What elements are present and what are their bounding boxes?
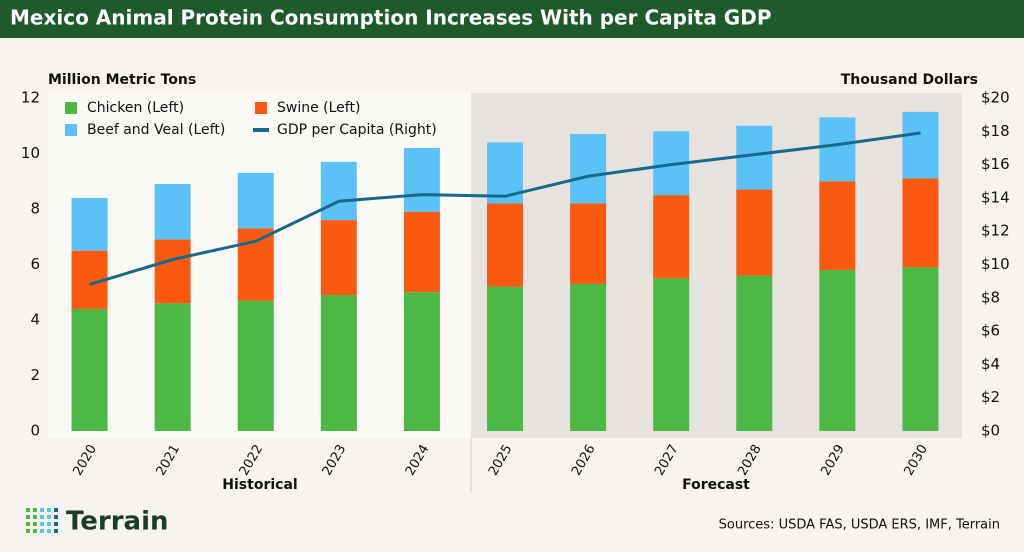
legend-swatch bbox=[65, 124, 77, 136]
bar-segment bbox=[320, 161, 357, 221]
y-tick-label: 2 bbox=[30, 366, 40, 384]
legend-label: Swine (Left) bbox=[277, 100, 360, 116]
sources: Sources: USDA FAS, USDA ERS, IMF, Terrai… bbox=[719, 518, 1000, 533]
chart-title: Mexico Animal Protein Consumption Increa… bbox=[10, 6, 771, 30]
y2-tick-label: $2 bbox=[981, 388, 1000, 406]
bar-segment bbox=[819, 270, 856, 431]
bar-segment bbox=[653, 278, 690, 431]
bar-segment bbox=[154, 239, 191, 304]
legend-label: GDP per Capita (Right) bbox=[277, 122, 437, 138]
bar-segment bbox=[819, 181, 856, 271]
bar-segment bbox=[237, 172, 274, 229]
bar-segment bbox=[71, 197, 108, 251]
bar-segment bbox=[570, 283, 607, 431]
bar-segment bbox=[71, 308, 108, 431]
brand: Terrain bbox=[66, 507, 169, 537]
y2-tick-label: $8 bbox=[981, 288, 1000, 306]
bar-segment bbox=[902, 111, 939, 179]
y-tick-label: 12 bbox=[21, 89, 40, 107]
y2-axis-title: Thousand Dollars bbox=[841, 72, 978, 88]
y2-tick-label: $12 bbox=[981, 222, 1010, 240]
period-label: Historical bbox=[222, 477, 297, 493]
bar-segment bbox=[570, 203, 607, 284]
y2-tick-label: $20 bbox=[981, 89, 1010, 107]
y2-tick-label: $0 bbox=[981, 422, 1000, 440]
y-tick-label: 8 bbox=[30, 200, 40, 218]
forecast-area bbox=[471, 93, 962, 438]
bar-segment bbox=[403, 292, 440, 431]
y-tick-label: 6 bbox=[30, 255, 40, 273]
y-axis-title: Million Metric Tons bbox=[48, 72, 196, 88]
bar-segment bbox=[403, 147, 440, 212]
bar-segment bbox=[487, 203, 523, 287]
y-tick-label: 0 bbox=[30, 422, 40, 440]
y2-tick-label: $14 bbox=[981, 188, 1010, 206]
bar-segment bbox=[403, 211, 440, 293]
bar-segment bbox=[902, 178, 939, 268]
y2-tick-label: $6 bbox=[981, 322, 1000, 340]
bar-segment bbox=[154, 303, 191, 431]
gdp-line bbox=[89, 131, 921, 286]
period-label: Forecast bbox=[682, 477, 750, 493]
bar-segment bbox=[736, 189, 773, 276]
bar-segment bbox=[653, 195, 690, 279]
bar-segment bbox=[320, 295, 357, 431]
bar-segment bbox=[902, 267, 939, 431]
bar-segment bbox=[819, 117, 856, 182]
legend-label: Chicken (Left) bbox=[87, 100, 184, 116]
bar-segment bbox=[320, 220, 357, 296]
bar-segment bbox=[237, 228, 274, 301]
y2-tick-label: $10 bbox=[981, 255, 1010, 273]
bar-segment bbox=[487, 286, 523, 431]
bar-segment bbox=[237, 300, 274, 431]
bar-segment bbox=[154, 184, 191, 240]
logo-icon bbox=[26, 508, 58, 533]
y-tick-label: 10 bbox=[21, 144, 40, 162]
bar-segment bbox=[736, 275, 773, 431]
legend-swatch bbox=[255, 102, 267, 114]
y2-tick-label: $4 bbox=[981, 355, 1000, 373]
y-tick-label: 4 bbox=[30, 311, 40, 329]
y2-tick-label: $18 bbox=[981, 122, 1010, 140]
y2-tick-label: $16 bbox=[981, 155, 1010, 173]
legend-swatch bbox=[65, 102, 77, 114]
bar-segment bbox=[736, 125, 773, 190]
bar-segment bbox=[570, 134, 607, 204]
title-bar bbox=[0, 0, 1024, 38]
legend-label: Beef and Veal (Left) bbox=[87, 122, 225, 138]
